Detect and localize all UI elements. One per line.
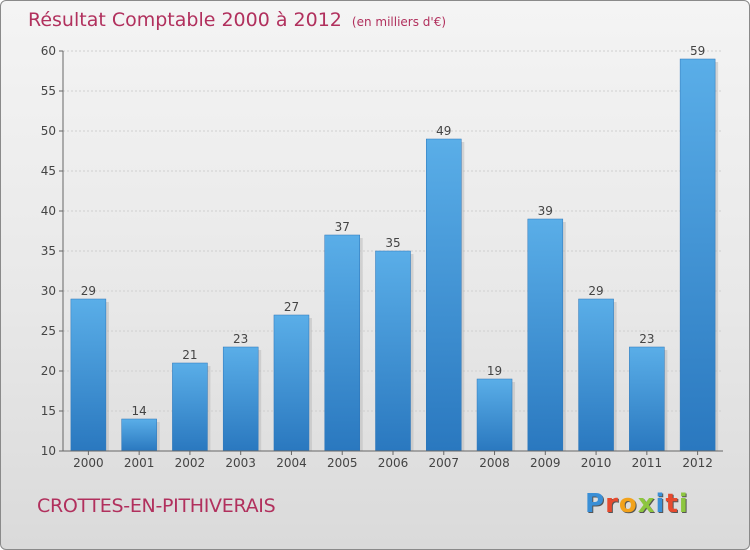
y-tick-label: 60 [41,44,56,58]
axis-layer: 10 15 20 25 30 35 40 45 50 55 60 2000 2001 2002 2003 20… [41,44,723,470]
data-label: 19 [487,364,502,378]
chart-title: Résultat Comptable 2000 à 2012 (en millie… [28,9,446,31]
data-label: 59 [690,44,705,58]
x-tick-label: 2009 [530,456,561,470]
chart-title-text: Résultat Comptable 2000 à 2012 [28,9,342,31]
data-label: 29 [81,284,96,298]
y-tick-label: 35 [41,244,56,258]
data-label: 39 [538,204,553,218]
data-label: 23 [233,332,248,346]
bar-2009 [527,218,564,452]
logo-letter: r [605,489,619,519]
data-label: 21 [182,348,197,362]
y-tick-label: 10 [41,444,56,458]
y-tick-label: 20 [41,364,56,378]
data-label: 37 [335,220,350,234]
x-tick-label: 2002 [175,456,206,470]
commune-name: CROTTES-EN-PITHIVERAIS [37,495,276,517]
chart-subtitle: (en milliers d'€) [351,15,447,29]
bar-2005 [324,234,360,452]
x-tick-label: 2005 [327,456,358,470]
data-label: 49 [436,124,451,138]
y-tick-label: 45 [41,164,56,178]
bar-2011 [629,346,665,452]
logo-letter: o [618,489,638,519]
x-tick-label: 2007 [428,456,459,470]
x-tick-label: 2011 [632,456,663,470]
data-label: 35 [385,236,400,250]
bar-2002 [172,362,208,452]
x-tick-label: 2006 [378,456,409,470]
bar-2003 [222,346,259,452]
data-label: 27 [284,300,299,314]
bar-2012 [679,58,716,452]
bar-2010 [578,298,614,452]
y-tick-label: 40 [41,204,56,218]
bar-2008 [476,378,513,452]
x-tick-label: 2001 [124,456,155,470]
x-tick-label: 2003 [225,456,256,470]
logo-letter: i [678,489,689,519]
bars-layer: 29 14 21 23 27 37 35 49 19 39 29 23 59 [70,44,719,452]
x-tick-label: 2004 [276,456,307,470]
bar-2006 [375,250,411,452]
bar-2001 [121,418,157,452]
x-tick-label: 2012 [682,456,713,470]
x-tick-label: 2008 [479,456,510,470]
bar-2000 [70,298,107,452]
logo-letter: i [655,489,666,519]
y-tick-label: 50 [41,124,56,138]
logo-letter: x [637,489,656,519]
logo-letter: t [665,489,679,519]
data-label: 29 [588,284,603,298]
bar-2007 [426,138,462,452]
data-label: 23 [639,332,654,346]
bar-2004 [273,314,310,452]
x-tick-label: 2000 [73,456,104,470]
logo-letter: P [585,489,606,519]
y-tick-label: 25 [41,324,56,338]
y-tick-label: 55 [41,84,56,98]
x-tick-label: 2010 [581,456,612,470]
proxiti-logo[interactable]: Proxiti [585,489,689,519]
y-tick-label: 15 [41,404,56,418]
data-label: 14 [132,404,147,418]
y-tick-label: 30 [41,284,56,298]
